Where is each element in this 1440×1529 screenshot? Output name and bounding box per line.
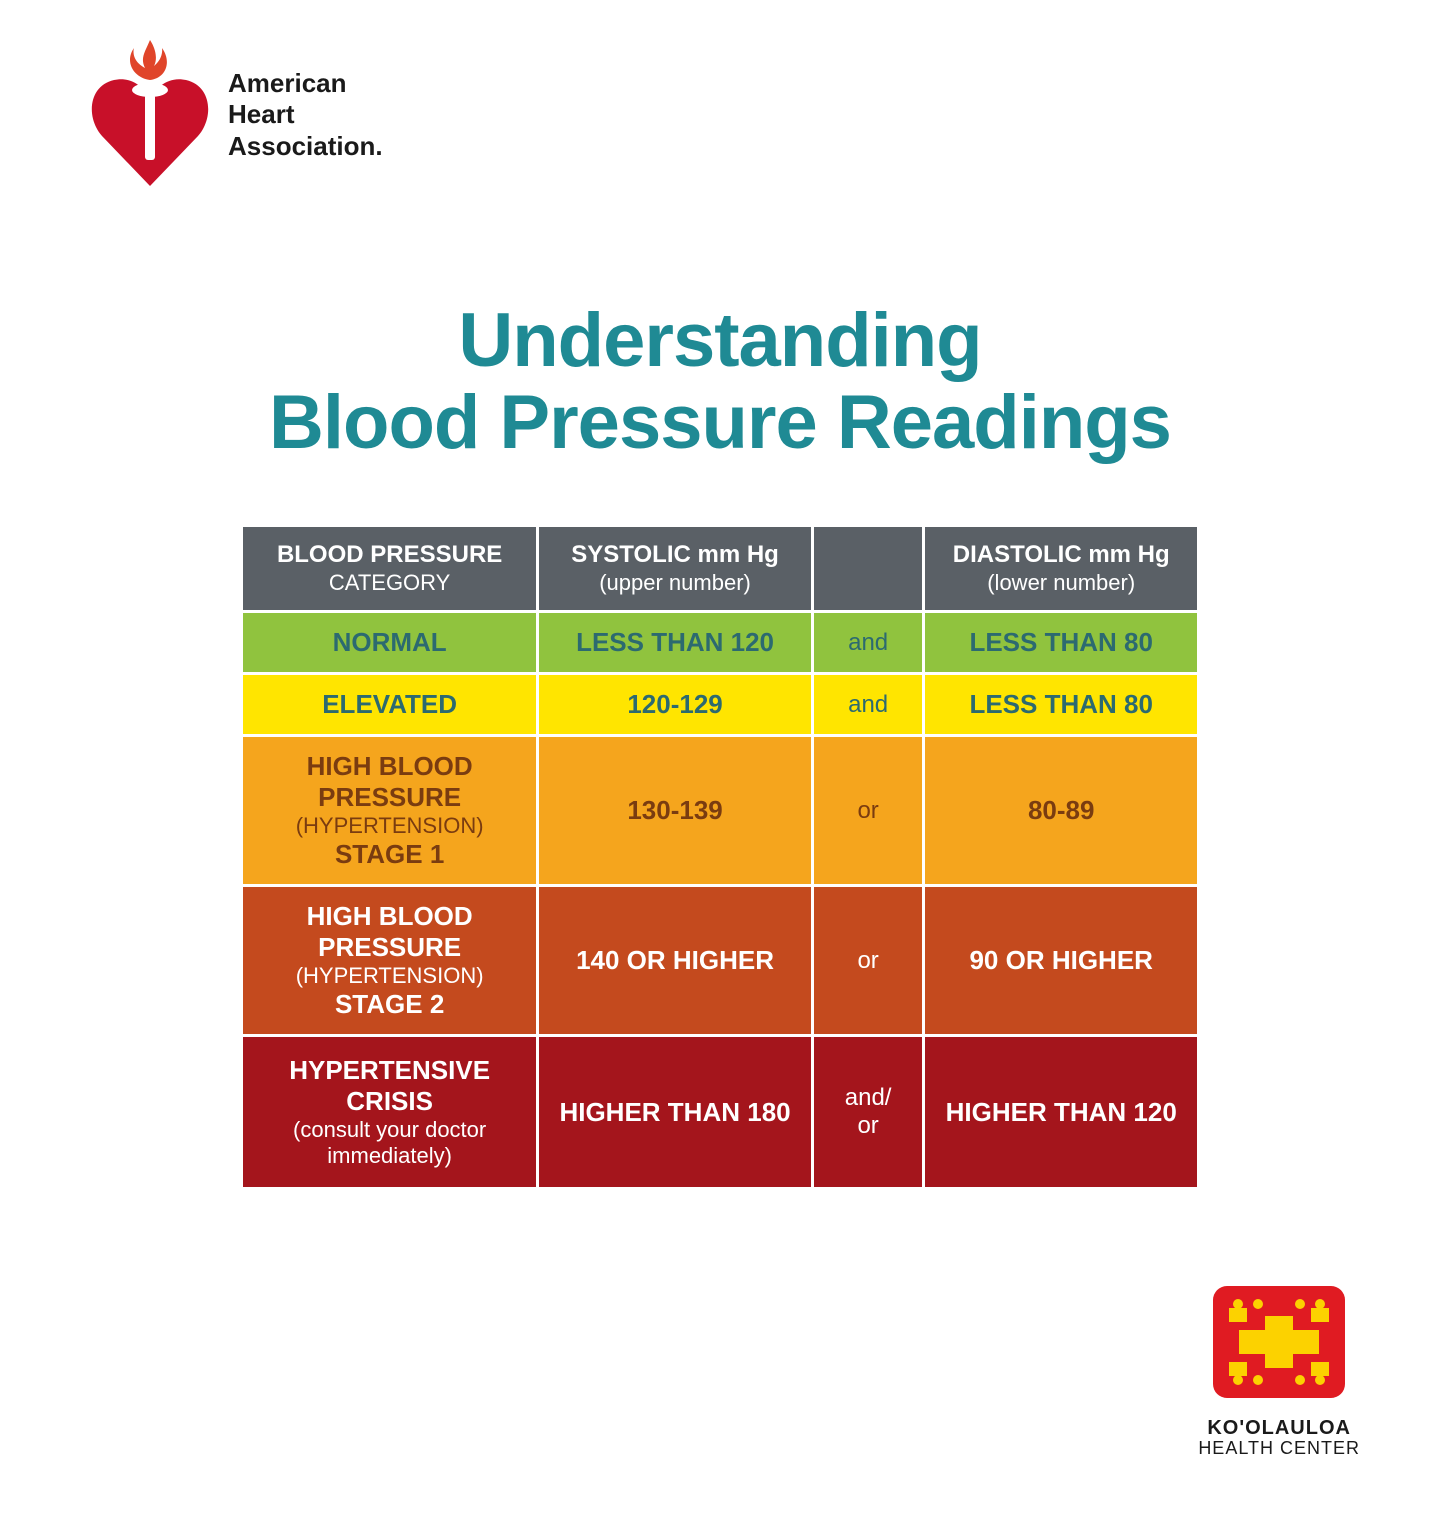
heart-torch-icon: [90, 40, 210, 190]
table-row: HIGH BLOODPRESSURE(HYPERTENSION)STAGE 21…: [243, 887, 1197, 1034]
diastolic-cell: LESS THAN 80: [925, 675, 1197, 734]
operator-cell: or: [814, 887, 923, 1034]
page-title: Understanding Blood Pressure Readings: [130, 300, 1310, 464]
col-header-systolic: SYSTOLIC mm Hg (upper number): [539, 527, 811, 610]
bp-category-table: BLOOD PRESSURE CATEGORY SYSTOLIC mm Hg (…: [240, 524, 1200, 1190]
category-cell: HIGH BLOODPRESSURE(HYPERTENSION)STAGE 1: [243, 737, 536, 884]
title-line1: Understanding: [458, 298, 981, 383]
operator-cell: or: [814, 737, 923, 884]
aha-line1: American: [228, 68, 347, 98]
col-header-diastolic: DIASTOLIC mm Hg (lower number): [925, 527, 1197, 610]
aha-org-name: American Heart Association.: [228, 68, 383, 162]
footer-name-line2: HEALTH CENTER: [1198, 1439, 1360, 1459]
diastolic-cell: LESS THAN 80: [925, 613, 1197, 672]
operator-cell: and: [814, 675, 923, 734]
title-line2: Blood Pressure Readings: [269, 380, 1171, 465]
systolic-cell: HIGHER THAN 180: [539, 1037, 811, 1187]
infographic-content: American Heart Association. Understandin…: [130, 40, 1310, 1190]
aha-line2: Heart: [228, 99, 294, 129]
aha-logo: American Heart Association.: [90, 40, 1310, 190]
col-header-operator: [814, 527, 923, 610]
operator-cell: and: [814, 613, 923, 672]
category-cell: HIGH BLOODPRESSURE(HYPERTENSION)STAGE 2: [243, 887, 536, 1034]
table-row: NORMALLESS THAN 120andLESS THAN 80: [243, 613, 1197, 672]
category-cell: ELEVATED: [243, 675, 536, 734]
koolauloa-caption: KO'OLAULOA HEALTH CENTER: [1198, 1417, 1360, 1459]
diastolic-cell: 90 OR HIGHER: [925, 887, 1197, 1034]
footer-name-line1: KO'OLAULOA: [1198, 1417, 1360, 1439]
systolic-cell: LESS THAN 120: [539, 613, 811, 672]
aha-line3: Association.: [228, 131, 383, 161]
operator-cell: and/or: [814, 1037, 923, 1187]
category-cell: HYPERTENSIVE CRISIS(consult your doctori…: [243, 1037, 536, 1187]
koolauloa-logo: KO'OLAULOA HEALTH CENTER: [1198, 1282, 1360, 1459]
systolic-cell: 140 OR HIGHER: [539, 887, 811, 1034]
systolic-cell: 120-129: [539, 675, 811, 734]
table-row: ELEVATED120-129andLESS THAN 80: [243, 675, 1197, 734]
diastolic-cell: HIGHER THAN 120: [925, 1037, 1197, 1187]
diastolic-cell: 80-89: [925, 737, 1197, 884]
koolauloa-badge-icon: [1209, 1282, 1349, 1402]
category-cell: NORMAL: [243, 613, 536, 672]
systolic-cell: 130-139: [539, 737, 811, 884]
table-header-row: BLOOD PRESSURE CATEGORY SYSTOLIC mm Hg (…: [243, 527, 1197, 610]
col-header-category: BLOOD PRESSURE CATEGORY: [243, 527, 536, 610]
table-row: HYPERTENSIVE CRISIS(consult your doctori…: [243, 1037, 1197, 1187]
table-row: HIGH BLOODPRESSURE(HYPERTENSION)STAGE 11…: [243, 737, 1197, 884]
